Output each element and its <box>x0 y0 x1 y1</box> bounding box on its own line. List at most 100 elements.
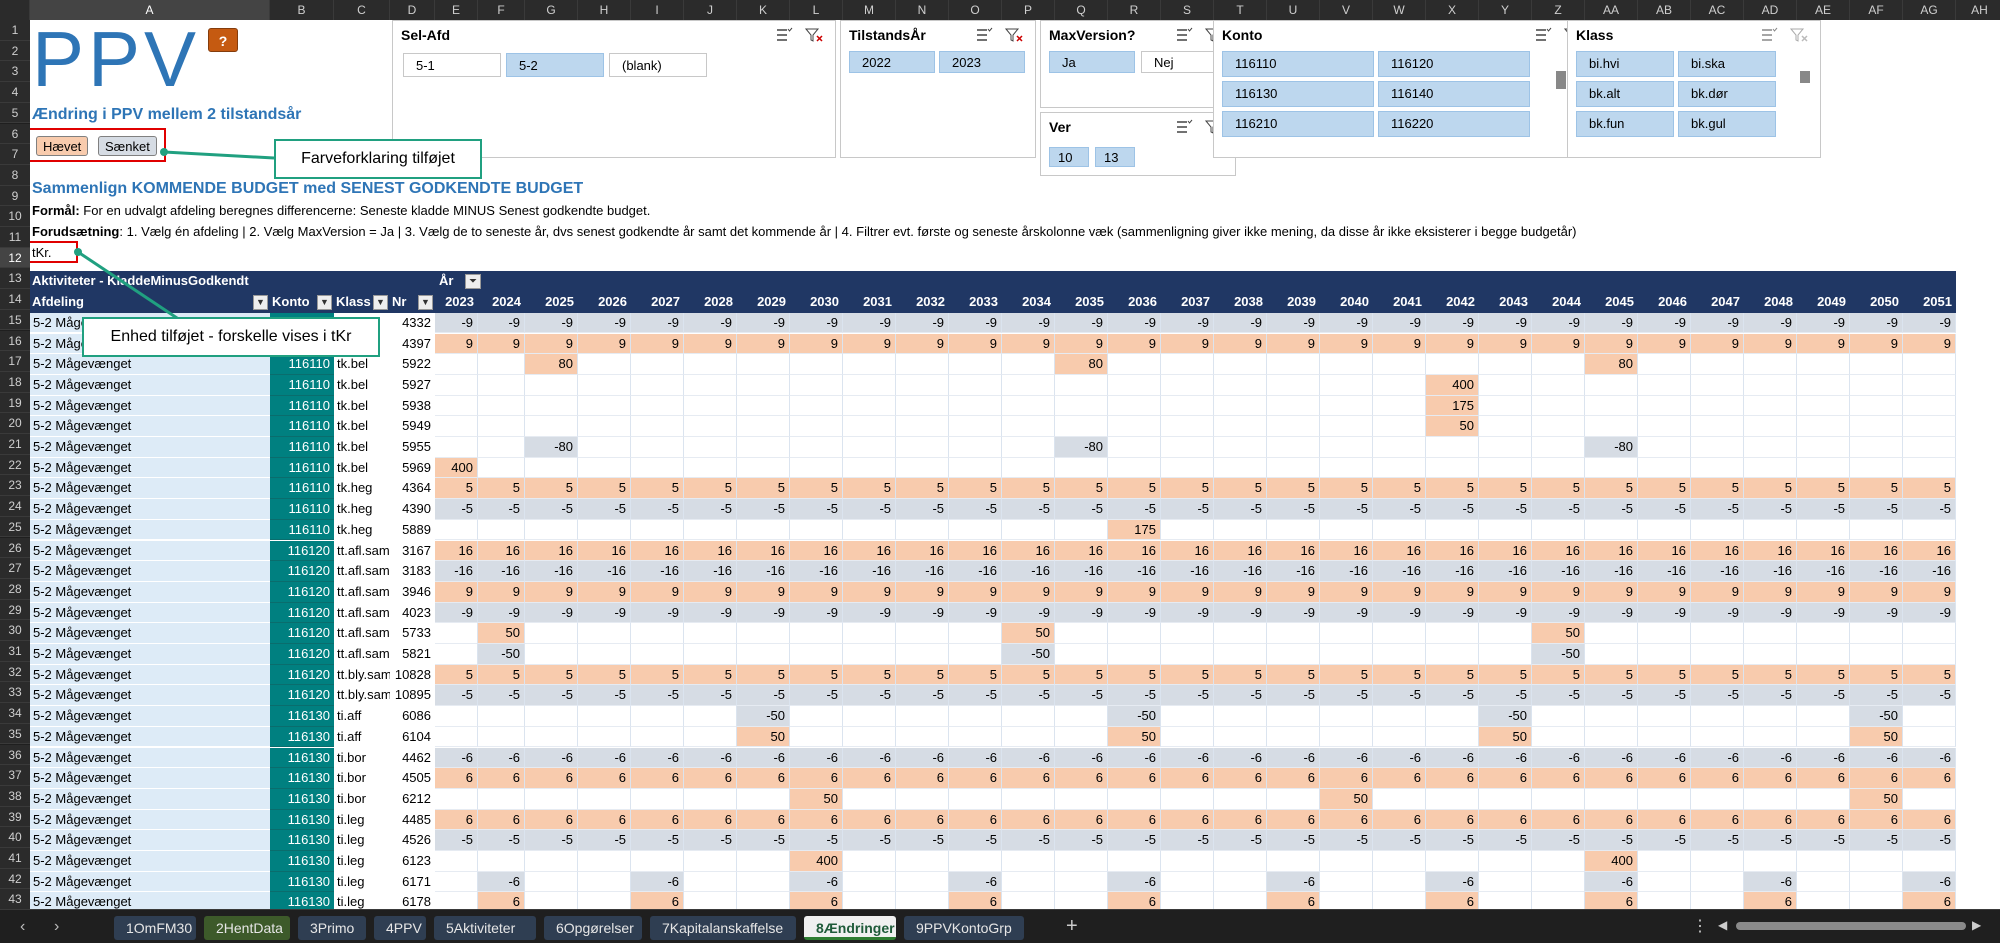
value-cell[interactable] <box>1002 706 1055 727</box>
value-cell[interactable]: 9 <box>790 581 843 603</box>
value-cell[interactable]: 6 <box>684 768 737 789</box>
value-cell[interactable]: 9 <box>1797 581 1850 603</box>
value-cell[interactable]: -50 <box>478 644 525 665</box>
value-cell[interactable]: -6 <box>1267 747 1320 769</box>
value-cell[interactable]: -5 <box>1850 499 1903 520</box>
value-cell[interactable]: -5 <box>525 685 578 707</box>
value-cell[interactable]: -5 <box>1267 499 1320 520</box>
value-cell[interactable]: -16 <box>1055 561 1108 582</box>
slicer-item[interactable]: 13 <box>1095 147 1135 167</box>
value-cell[interactable] <box>684 354 737 375</box>
value-cell[interactable]: 5 <box>1002 478 1055 500</box>
value-cell[interactable] <box>737 623 790 644</box>
value-cell[interactable] <box>1903 437 1956 458</box>
value-cell[interactable]: -9 <box>843 602 896 624</box>
afdeling-cell[interactable]: 5-2 Mågevænget <box>30 851 270 872</box>
value-cell[interactable]: -5 <box>949 499 1002 520</box>
value-cell[interactable]: 16 <box>478 540 525 562</box>
value-cell[interactable]: -5 <box>631 499 684 520</box>
value-cell[interactable]: -16 <box>478 561 525 582</box>
value-cell[interactable]: -5 <box>1426 499 1479 520</box>
value-cell[interactable] <box>1638 726 1691 748</box>
value-cell[interactable]: 5 <box>1532 478 1585 500</box>
value-cell[interactable]: 6 <box>1055 809 1108 831</box>
value-cell[interactable]: 9 <box>1214 333 1267 355</box>
value-cell[interactable] <box>631 416 684 437</box>
row-header[interactable]: 24 <box>0 496 30 517</box>
column-header[interactable]: H <box>578 0 631 20</box>
slicer-scrollbar[interactable] <box>1800 71 1810 83</box>
value-cell[interactable]: 16 <box>790 540 843 562</box>
value-cell[interactable] <box>1903 788 1956 810</box>
value-cell[interactable] <box>1903 706 1956 727</box>
value-cell[interactable] <box>1426 354 1479 375</box>
value-cell[interactable]: -9 <box>525 602 578 624</box>
slicer-item[interactable]: 10 <box>1049 147 1089 167</box>
value-cell[interactable]: 5 <box>1373 478 1426 500</box>
value-cell[interactable] <box>843 892 896 909</box>
value-cell[interactable] <box>1267 519 1320 541</box>
value-cell[interactable] <box>684 644 737 665</box>
afdeling-cell[interactable]: 5-2 Mågevænget <box>30 623 270 644</box>
nr-cell[interactable]: 6178 <box>402 894 431 909</box>
value-cell[interactable]: 6 <box>1108 892 1161 909</box>
nr-cell[interactable]: 6212 <box>402 790 431 806</box>
value-cell[interactable] <box>435 623 478 644</box>
value-cell[interactable]: -6 <box>1850 747 1903 769</box>
multi-select-icon[interactable] <box>975 27 993 43</box>
value-cell[interactable]: -5 <box>1850 685 1903 707</box>
value-cell[interactable]: -6 <box>1585 871 1638 893</box>
value-cell[interactable]: 16 <box>1744 540 1797 562</box>
row-header[interactable]: 40 <box>0 827 30 848</box>
row-header[interactable]: 38 <box>0 785 30 807</box>
value-cell[interactable] <box>790 457 843 479</box>
value-cell[interactable] <box>631 851 684 872</box>
value-cell[interactable] <box>1479 519 1532 541</box>
value-cell[interactable]: 5 <box>478 478 525 500</box>
value-cell[interactable]: -5 <box>1108 499 1161 520</box>
value-cell[interactable] <box>1373 395 1426 417</box>
value-cell[interactable] <box>1479 374 1532 396</box>
value-cell[interactable]: -5 <box>843 499 896 520</box>
column-header[interactable]: A <box>30 0 270 20</box>
value-cell[interactable]: 16 <box>1691 540 1744 562</box>
filter-dropdown-icon[interactable]: ▼ <box>317 295 332 311</box>
value-cell[interactable] <box>1002 437 1055 458</box>
value-cell[interactable] <box>896 706 949 727</box>
value-cell[interactable] <box>1214 519 1267 541</box>
value-cell[interactable]: -16 <box>1161 561 1214 582</box>
konto-cell[interactable]: 116110 <box>270 499 334 520</box>
value-cell[interactable] <box>1320 395 1373 417</box>
value-cell[interactable]: -16 <box>1214 561 1267 582</box>
value-cell[interactable]: -5 <box>1797 830 1850 851</box>
value-cell[interactable]: 5 <box>949 478 1002 500</box>
value-cell[interactable]: 9 <box>1426 581 1479 603</box>
value-cell[interactable] <box>1108 457 1161 479</box>
value-cell[interactable] <box>1002 354 1055 375</box>
value-cell[interactable]: -5 <box>1055 830 1108 851</box>
value-cell[interactable] <box>1744 457 1797 479</box>
value-cell[interactable] <box>478 437 525 458</box>
value-cell[interactable] <box>1691 374 1744 396</box>
value-cell[interactable] <box>1744 851 1797 872</box>
value-cell[interactable] <box>737 354 790 375</box>
value-cell[interactable] <box>1479 457 1532 479</box>
value-cell[interactable] <box>1479 395 1532 417</box>
value-cell[interactable]: -9 <box>1797 602 1850 624</box>
value-cell[interactable] <box>478 726 525 748</box>
value-cell[interactable]: 6 <box>896 768 949 789</box>
row-header[interactable]: 17 <box>0 351 30 372</box>
afdeling-cell[interactable]: 5-2 Mågevænget <box>30 581 270 603</box>
column-header[interactable]: AC <box>1691 0 1744 20</box>
afdeling-cell[interactable]: 5-2 Mågevænget <box>30 416 270 437</box>
help-button[interactable]: ? <box>208 28 238 52</box>
value-cell[interactable] <box>1214 706 1267 727</box>
value-cell[interactable] <box>1320 851 1373 872</box>
value-cell[interactable] <box>1426 726 1479 748</box>
value-cell[interactable]: 9 <box>1267 333 1320 355</box>
value-cell[interactable]: -5 <box>1903 830 1956 851</box>
value-cell[interactable]: 5 <box>578 664 631 686</box>
value-cell[interactable]: 50 <box>1532 623 1585 644</box>
value-cell[interactable]: -16 <box>1585 561 1638 582</box>
value-cell[interactable]: 80 <box>525 354 578 375</box>
